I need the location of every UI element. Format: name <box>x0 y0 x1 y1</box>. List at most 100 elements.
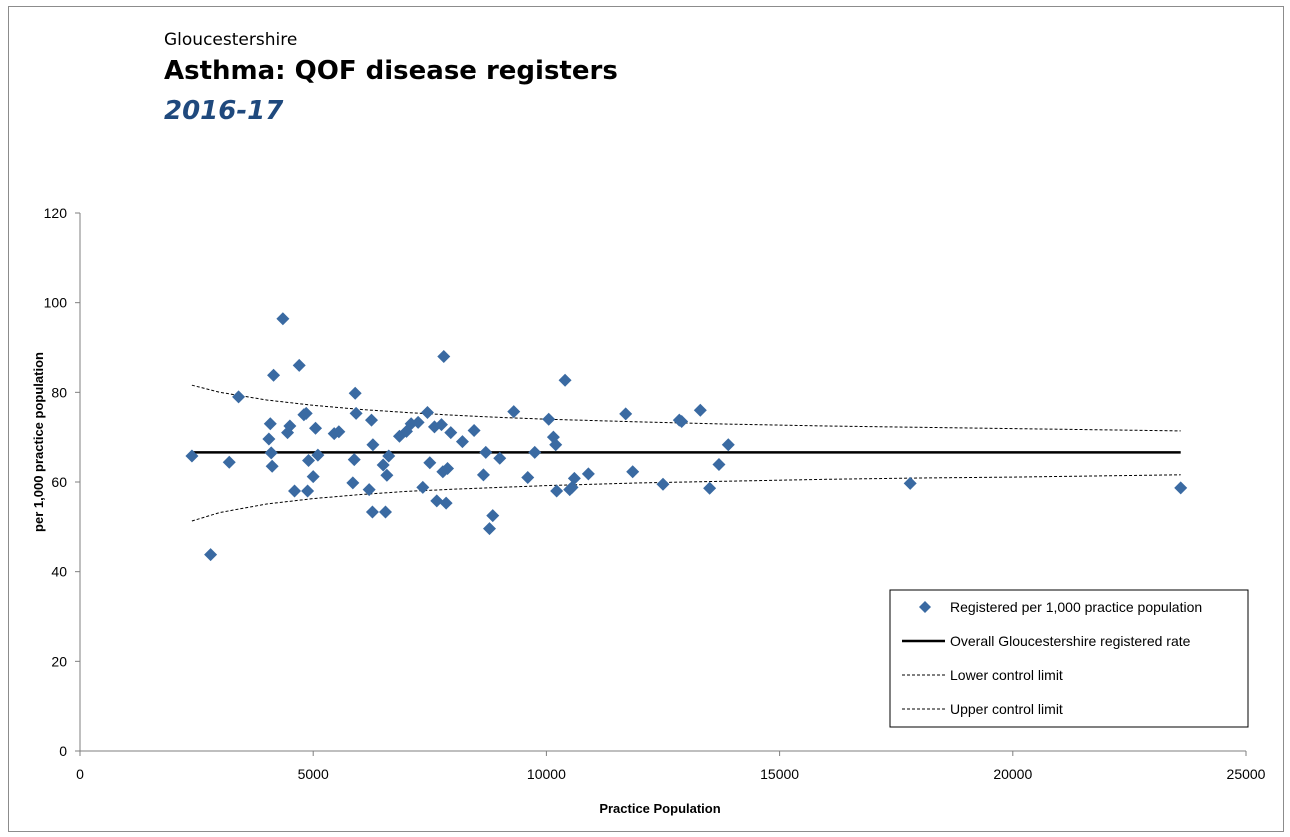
data-point <box>420 406 434 420</box>
data-point <box>365 505 379 519</box>
legend-label-registered: Registered per 1,000 practice population <box>950 599 1202 615</box>
data-point <box>437 349 451 363</box>
data-point <box>521 471 535 485</box>
data-point <box>204 548 218 562</box>
legend-label-overall: Overall Gloucestershire registered rate <box>950 633 1191 649</box>
x-tick-label: 15000 <box>760 766 799 782</box>
x-tick-label: 5000 <box>298 766 329 782</box>
data-point <box>441 462 455 476</box>
data-point <box>265 459 279 473</box>
data-point <box>656 477 670 491</box>
legend: Registered per 1,000 practice population… <box>889 589 1249 728</box>
legend-marker-diamond <box>919 601 931 613</box>
data-point <box>185 449 199 463</box>
y-axis-title: per 1,000 practice population <box>31 352 46 532</box>
data-point <box>423 456 437 470</box>
y-ticks: 0 20 40 60 80 100 120 <box>44 205 80 759</box>
data-point <box>439 496 453 510</box>
data-point <box>482 522 496 536</box>
data-point <box>467 423 481 437</box>
data-point <box>549 438 563 452</box>
x-tick-label: 0 <box>76 766 84 782</box>
data-point <box>349 406 363 420</box>
data-point <box>476 468 490 482</box>
data-point <box>311 448 325 462</box>
data-point <box>232 390 246 404</box>
y-tick-label: 40 <box>51 564 67 580</box>
data-point <box>346 476 360 490</box>
series-lines <box>191 384 1181 522</box>
data-point <box>376 458 390 472</box>
y-tick-label: 60 <box>51 474 67 490</box>
lower-control-limit-line <box>191 474 1181 522</box>
scatter-points <box>185 312 1188 562</box>
y-tick-label: 100 <box>44 295 68 311</box>
data-point <box>712 458 726 472</box>
data-point <box>619 407 633 421</box>
data-point <box>581 467 595 481</box>
x-tick-label: 10000 <box>527 766 566 782</box>
data-point <box>366 438 380 452</box>
legend-label-upper: Upper control limit <box>950 701 1063 717</box>
chart-subtitle: Gloucestershire <box>164 30 298 50</box>
data-point <box>347 453 361 467</box>
x-tick-label: 25000 <box>1227 766 1266 782</box>
data-point <box>380 468 394 482</box>
x-tick-label: 20000 <box>993 766 1032 782</box>
y-tick-label: 0 <box>59 743 67 759</box>
upper-control-limit-line <box>191 384 1181 432</box>
data-point <box>434 418 448 432</box>
legend-box <box>889 589 1249 728</box>
data-point <box>348 386 362 400</box>
legend-label-lower: Lower control limit <box>950 667 1063 683</box>
data-point <box>486 509 500 523</box>
data-point <box>332 425 346 439</box>
data-point <box>455 435 469 449</box>
data-point <box>262 432 276 446</box>
data-point <box>411 415 425 429</box>
data-point <box>382 449 396 463</box>
data-point <box>365 413 378 427</box>
chart-period: 2016-17 <box>164 96 284 126</box>
data-point <box>558 373 572 387</box>
y-tick-label: 20 <box>51 653 67 669</box>
y-tick-label: 80 <box>51 384 67 400</box>
data-point <box>288 484 302 498</box>
x-ticks: 0 5000 10000 15000 20000 25000 <box>76 751 1266 782</box>
data-point <box>430 494 444 508</box>
data-point <box>299 406 313 420</box>
data-point <box>444 426 458 440</box>
data-point <box>550 484 564 498</box>
data-point <box>675 414 689 428</box>
data-point <box>528 445 542 459</box>
data-point <box>267 368 281 382</box>
data-point <box>721 438 735 452</box>
data-point <box>309 421 323 435</box>
x-axis-title: Practice Population <box>599 801 720 816</box>
data-point <box>378 505 392 519</box>
data-point <box>301 484 315 498</box>
data-point <box>292 358 306 372</box>
data-point <box>416 480 430 494</box>
data-point <box>693 403 707 417</box>
chart-title: Asthma: QOF disease registers <box>164 56 618 86</box>
data-point <box>306 470 320 484</box>
data-point <box>302 453 316 467</box>
data-point <box>222 455 236 469</box>
data-point <box>1174 481 1188 495</box>
y-tick-label: 120 <box>44 205 68 221</box>
data-point <box>264 446 278 460</box>
data-point <box>626 465 640 479</box>
data-point <box>276 312 290 326</box>
data-point <box>507 405 521 419</box>
data-point <box>479 445 493 459</box>
data-point <box>263 417 277 431</box>
data-point <box>493 451 507 465</box>
data-point <box>903 476 917 490</box>
data-point <box>565 480 579 494</box>
data-point <box>542 412 556 426</box>
data-point <box>703 481 717 495</box>
data-point <box>567 471 581 485</box>
data-point <box>362 483 376 497</box>
